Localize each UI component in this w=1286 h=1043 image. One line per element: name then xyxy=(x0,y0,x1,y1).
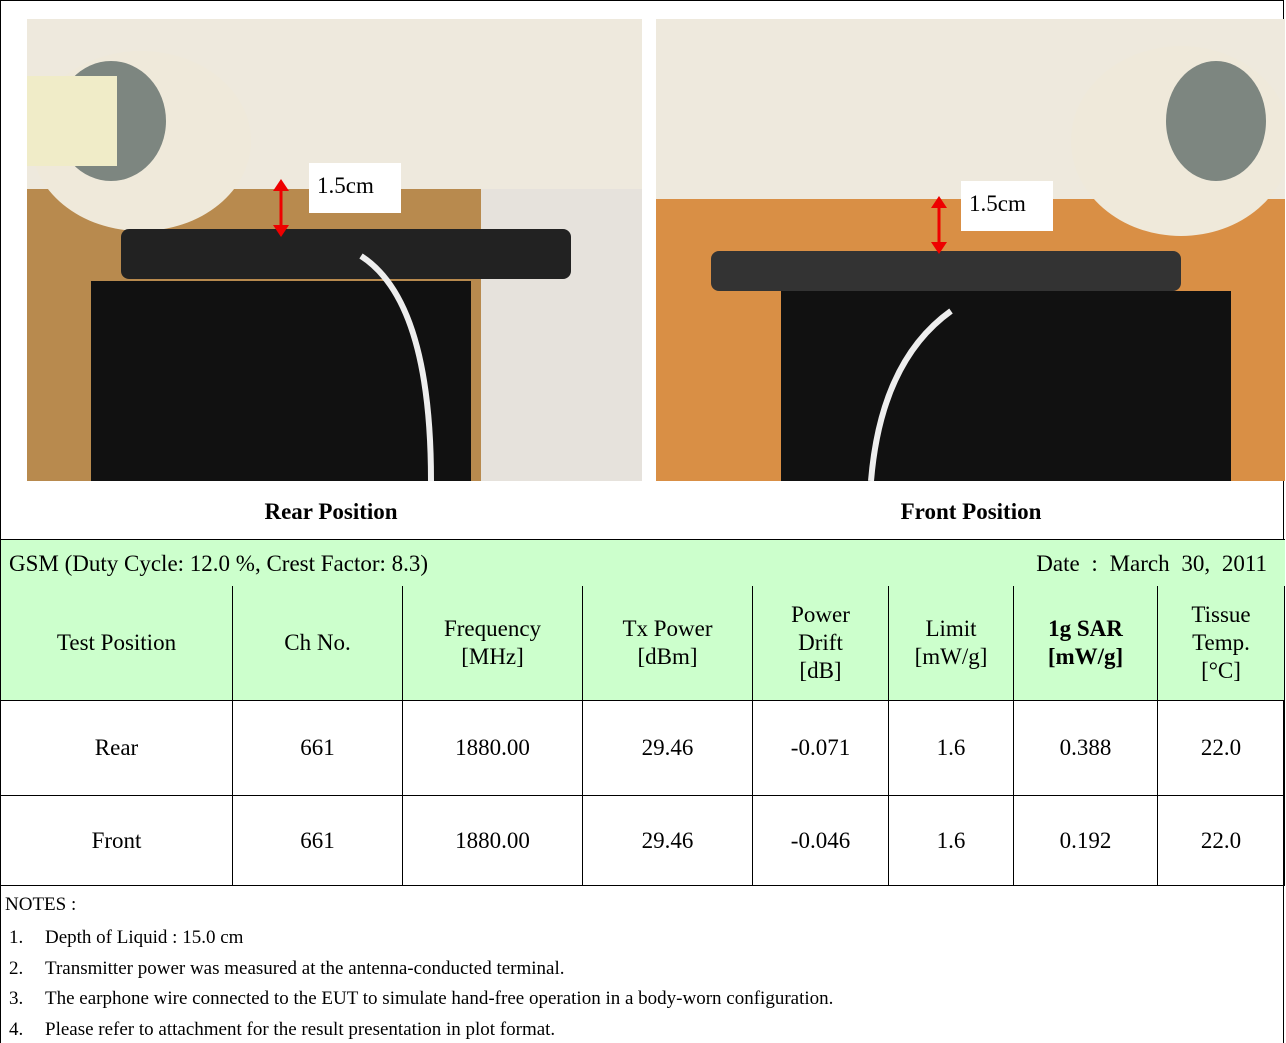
condition: GSM (Duty Cycle: 12.0 %, Crest Factor: 8… xyxy=(9,551,429,576)
header-text: Test Position xyxy=(56,630,177,655)
note-number: 2. xyxy=(9,957,24,979)
photo-rear xyxy=(27,19,642,482)
caption: Front Position xyxy=(900,499,1042,524)
header-text: [MHz] xyxy=(461,644,524,669)
header-cell: 1g SAR [mW/g] xyxy=(1014,586,1158,701)
annotation: 1.5cm xyxy=(317,173,374,198)
header-text: Temp. xyxy=(1192,630,1250,655)
header-cell: Ch No. xyxy=(233,586,403,701)
table-cell: 661 xyxy=(233,796,403,886)
note-text: Please refer to attachment for the resul… xyxy=(45,1018,556,1040)
header-text: [mW/g] xyxy=(914,644,988,669)
table-cell: 0.192 xyxy=(1014,796,1158,886)
header-text: Tx Power xyxy=(622,616,713,641)
header-text: Power xyxy=(791,602,850,627)
note-text: Transmitter power was measured at the an… xyxy=(45,957,565,979)
table-cell: 1.6 xyxy=(889,701,1014,796)
table-cell: 22.0 xyxy=(1158,701,1285,796)
photos xyxy=(27,19,1285,482)
header-text: Drift xyxy=(798,630,843,655)
table-cell: Rear xyxy=(1,701,233,796)
note-number: 4. xyxy=(9,1018,24,1040)
notes-title: NOTES : xyxy=(5,894,77,915)
header-cell: Test Position xyxy=(1,586,233,701)
table-cell: 1880.00 xyxy=(403,796,583,886)
table-cell: 1.6 xyxy=(889,796,1014,886)
table-cell: -0.071 xyxy=(753,701,889,796)
date: Date : March 30, 2011 xyxy=(1036,551,1267,576)
table-cell: 22.0 xyxy=(1158,796,1285,886)
header-cell: Limit [mW/g] xyxy=(889,586,1014,701)
header-text: Frequency xyxy=(443,616,542,641)
table-cell: 29.46 xyxy=(583,796,753,886)
header-text: [dBm] xyxy=(637,644,698,669)
header-text: [mW/g] xyxy=(1047,644,1124,669)
header-cell: Frequency [MHz] xyxy=(403,586,583,701)
header-text: Limit xyxy=(925,616,977,641)
caption: Rear Position xyxy=(264,499,398,524)
header-text: [°C] xyxy=(1201,658,1241,683)
header-cell: Power Drift [dB] xyxy=(753,586,889,701)
header-text: Ch No. xyxy=(284,630,351,655)
table-cell: Front xyxy=(1,796,233,886)
annotation: 1.5cm xyxy=(969,191,1026,216)
note-number: 3. xyxy=(9,988,24,1009)
header-cell: Tissue Temp. [°C] xyxy=(1158,586,1285,701)
table-cell: 0.388 xyxy=(1014,701,1158,796)
header-text: [dB] xyxy=(799,658,842,683)
table-cell: -0.046 xyxy=(753,796,889,886)
header-text: Tissue xyxy=(1191,602,1251,627)
table-cell: 661 xyxy=(233,701,403,796)
note-number: 1. xyxy=(9,927,24,948)
header-text: 1g SAR xyxy=(1048,616,1123,641)
photo-front xyxy=(656,19,1285,482)
table-cell: 1880.00 xyxy=(403,701,583,796)
condition-bar: GSM (Duty Cycle: 12.0 %, Crest Factor: 8… xyxy=(1,539,1285,587)
note-text: Depth of Liquid : 15.0 cm xyxy=(45,927,244,948)
note-text: The earphone wire connected to the EUT t… xyxy=(45,988,834,1009)
header-cell: Tx Power [dBm] xyxy=(583,586,753,701)
table-cell: 29.46 xyxy=(583,701,753,796)
